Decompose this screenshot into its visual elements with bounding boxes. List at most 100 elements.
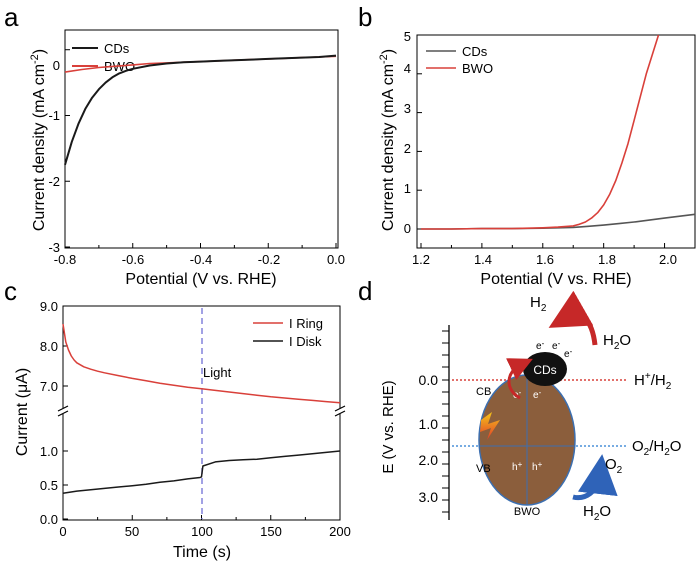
legend-label-cds: CDs <box>462 44 488 59</box>
x-tick-labels-b: 1.2 1.4 1.6 1.8 2.0 <box>412 252 677 267</box>
y-tick-label: 7.0 <box>40 379 58 394</box>
electron: e- <box>533 388 542 401</box>
panel-d: d 0.0 1.0 2.0 3.0 E (V vs. RHE) CDs e- <box>358 276 681 523</box>
energy-tick-label: 1.0 <box>419 416 439 432</box>
axis-ticks-b <box>417 73 666 248</box>
energy-tick-label: 0.0 <box>419 372 439 388</box>
y-tick-labels-b: 0 1 2 3 4 5 <box>404 29 411 236</box>
y-tick-label: 0 <box>404 221 411 236</box>
x-tick-label: 0.0 <box>327 252 345 267</box>
electron: e- <box>552 339 561 352</box>
x-tick-labels-c: 0 50 100 150 200 <box>59 524 350 539</box>
y-tick-label: 5 <box>404 29 411 44</box>
axis-ticks-c <box>62 305 341 520</box>
panel-letter-b: b <box>358 2 372 32</box>
y-axis-label-a: Current density (mA cm-2) <box>29 49 48 231</box>
bwo-label: BWO <box>514 506 541 518</box>
y-tick-label: 0 <box>53 58 60 73</box>
energy-tick-label: 2.0 <box>419 452 439 468</box>
y-tick-label: 0.0 <box>40 512 58 527</box>
electron: e- <box>536 339 545 352</box>
energy-axis-label: E (V vs. RHE) <box>380 380 397 473</box>
panel-a: a -0.8 -0.6 -0.4 -0.2 0.0 -3 -2 -1 0 Pot… <box>4 2 345 288</box>
h-redox-label: H+/H2 <box>634 371 672 392</box>
x-tick-label: 1.4 <box>474 252 492 267</box>
x-tick-label: 100 <box>191 524 213 539</box>
y-tick-label: 0.5 <box>40 478 58 493</box>
x-axis-label-b: Potential (V vs. RHE) <box>480 271 631 288</box>
legend-label-disk: I Disk <box>289 334 322 349</box>
panel-c: c 0 50 100 150 200 9.0 8.0 7.0 0.0 0.5 1… <box>4 276 351 561</box>
o-redox-label: O2/H2O <box>632 438 681 458</box>
y-tick-label: 1 <box>404 181 411 196</box>
x-axis-label-c: Time (s) <box>173 544 231 561</box>
series-group-c <box>62 323 341 494</box>
series-group-b <box>421 34 696 230</box>
legend-c: I Ring I Disk <box>253 316 323 349</box>
vb-label: VB <box>476 463 491 475</box>
y-tick-labels-a: -3 -2 -1 0 <box>48 58 60 255</box>
energy-tick-label: 3.0 <box>419 489 439 505</box>
x-axis-label-a: Potential (V vs. RHE) <box>125 271 276 288</box>
y-tick-label: -3 <box>48 240 60 255</box>
energy-tick-labels: 0.0 1.0 2.0 3.0 <box>419 372 439 505</box>
x-tick-label: 2.0 <box>659 252 677 267</box>
series-line-disk <box>62 450 341 494</box>
h2o-top-label: H2O <box>603 332 631 352</box>
y-axis-label-c: Current (μA) <box>14 368 31 456</box>
y-tick-label: 2 <box>404 141 411 156</box>
cb-label: CB <box>476 386 491 398</box>
electron-transfer-arrow <box>506 358 533 400</box>
x-tick-label: 200 <box>329 524 351 539</box>
panel-letter-c: c <box>4 276 17 306</box>
x-tick-label: 1.2 <box>412 252 430 267</box>
x-tick-label: 50 <box>125 524 139 539</box>
y-tick-label: 4 <box>404 61 411 76</box>
energy-axis-ticks <box>442 330 449 513</box>
hole: h+ <box>532 460 543 473</box>
x-tick-label: 0 <box>59 524 66 539</box>
light-annotation: Light <box>203 365 232 380</box>
panel-letter-a: a <box>4 2 19 32</box>
panel-letter-d: d <box>358 276 372 306</box>
x-tick-label: -0.4 <box>190 252 212 267</box>
plot-frame-a <box>64 29 339 249</box>
legend-label-ring: I Ring <box>289 316 323 331</box>
electron-labels-cds: e- e- e- <box>536 339 573 360</box>
y-axis-label-b: Current density (mA cm-2) <box>378 49 397 231</box>
x-tick-label: -0.8 <box>54 252 76 267</box>
axis-break-marks <box>57 405 346 417</box>
y-tick-label: 9.0 <box>40 299 58 314</box>
cds-dot <box>523 352 567 386</box>
plot-frame-b <box>416 34 696 249</box>
x-tick-label: -0.6 <box>122 252 144 267</box>
h2-evolution-arrow <box>548 290 598 346</box>
hole-labels-vb: h+ h+ <box>512 460 543 473</box>
y-tick-label: -2 <box>48 174 60 189</box>
x-tick-labels-a: -0.8 -0.6 -0.4 -0.2 0.0 <box>54 252 345 267</box>
legend-label-cds: CDs <box>104 41 130 56</box>
o2-evolution-arrow <box>572 454 618 501</box>
series-line-bwo <box>421 34 660 230</box>
axis-ticks-a <box>64 49 337 248</box>
hole: h+ <box>512 460 523 473</box>
h2-label: H2 <box>530 294 547 314</box>
y-tick-label: 1.0 <box>40 444 58 459</box>
cds-label: CDs <box>533 363 556 377</box>
y-tick-labels-c: 9.0 8.0 7.0 0.0 0.5 1.0 <box>40 299 58 527</box>
x-tick-label: 150 <box>260 524 282 539</box>
x-tick-label: 1.6 <box>536 252 554 267</box>
legend-label-bwo: BWO <box>462 61 493 76</box>
y-tick-label: -1 <box>48 108 60 123</box>
electron: e- <box>564 347 573 360</box>
series-group-a <box>64 54 337 166</box>
panel-b: b 1.2 1.4 1.6 1.8 2.0 0 1 2 3 4 5 Potent… <box>358 2 696 288</box>
y-tick-label: 8.0 <box>40 339 58 354</box>
legend-b: CDs BWO <box>426 44 493 76</box>
x-tick-label: 1.8 <box>598 252 616 267</box>
series-line-cds <box>64 54 337 166</box>
o2-label: O2 <box>605 456 623 476</box>
x-tick-label: -0.2 <box>258 252 280 267</box>
light-bolt-icon <box>480 412 500 440</box>
